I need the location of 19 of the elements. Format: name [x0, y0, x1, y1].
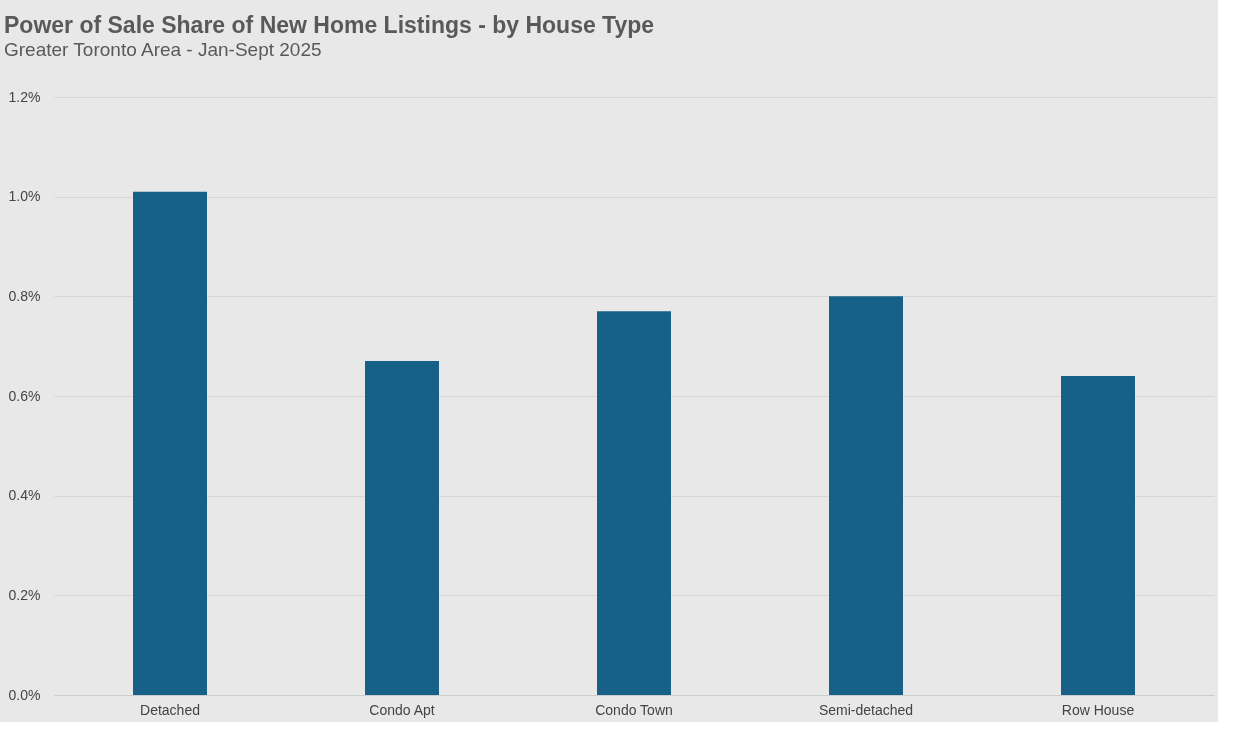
bar — [829, 296, 903, 695]
chart-subtitle: Greater Toronto Area - Jan-Sept 2025 — [4, 39, 322, 60]
bar — [133, 191, 207, 695]
x-tick-label: Detached — [140, 701, 200, 718]
y-tick-label: 0.2% — [8, 586, 41, 603]
x-tick-label: Row House — [1061, 701, 1135, 718]
x-tick-label: Condo Town — [595, 701, 673, 718]
y-tick-label: 1.2% — [8, 88, 41, 105]
y-tick-label: 1.0% — [8, 188, 41, 205]
y-tick-label: 0.0% — [8, 686, 41, 703]
y-tick-label: 0.4% — [8, 487, 41, 504]
x-tick-label: Semi-detached — [818, 701, 914, 718]
y-tick-label: 0.8% — [8, 287, 41, 304]
bar — [597, 311, 671, 695]
bar — [1061, 376, 1135, 695]
bar — [365, 361, 439, 695]
chart-title: Power of Sale Share of New Home Listings - by House Type — [4, 12, 655, 38]
y-tick-label: 0.6% — [8, 387, 41, 404]
x-tick-label: Condo Apt — [369, 701, 435, 718]
